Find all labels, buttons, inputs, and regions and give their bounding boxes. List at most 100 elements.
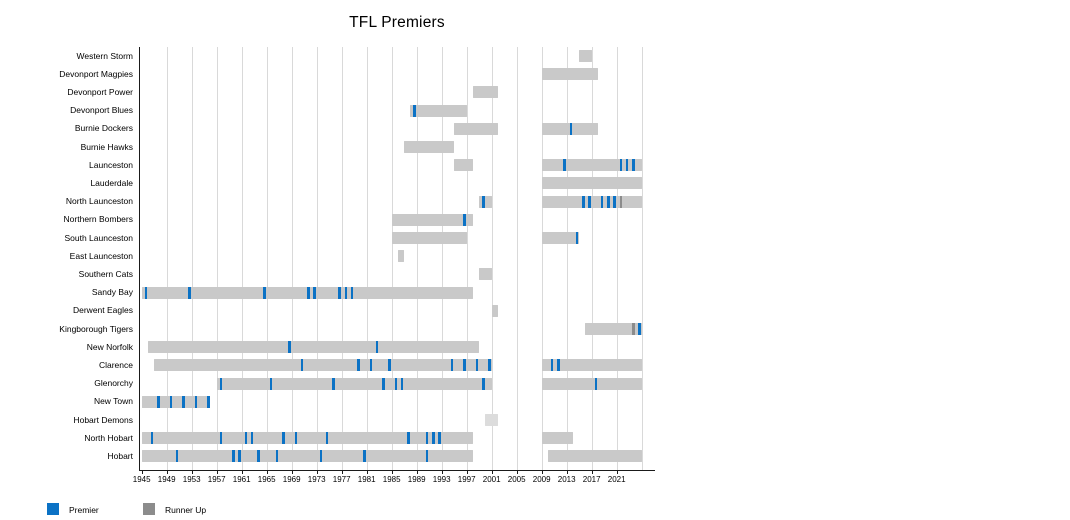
gridline bbox=[266, 47, 268, 470]
premier-mark bbox=[632, 159, 635, 172]
premier-mark bbox=[375, 341, 379, 354]
x-axis-label: 1953 bbox=[182, 475, 201, 484]
x-axis-tick bbox=[541, 470, 543, 474]
participation-bar bbox=[141, 432, 473, 445]
participation-bar bbox=[391, 213, 473, 226]
premier-mark bbox=[382, 377, 385, 390]
runner-up-mark bbox=[632, 323, 635, 335]
x-axis-label: 2009 bbox=[532, 475, 551, 484]
premier-mark bbox=[338, 286, 341, 299]
gridline bbox=[391, 47, 393, 470]
premier-mark bbox=[238, 450, 241, 463]
x-axis-label: 2017 bbox=[582, 475, 601, 484]
participation-bar bbox=[454, 122, 498, 135]
premier-mark bbox=[413, 104, 416, 117]
premier-mark bbox=[194, 395, 198, 408]
gridline bbox=[191, 47, 193, 470]
premier-mark bbox=[244, 432, 248, 445]
premier-mark bbox=[613, 195, 616, 208]
participation-bar bbox=[472, 86, 498, 99]
y-axis-label: Northern Bombers bbox=[63, 214, 133, 225]
y-axis-label: Derwent Eagles bbox=[72, 305, 133, 316]
premier-mark bbox=[357, 359, 360, 372]
x-axis-label: 1961 bbox=[232, 475, 251, 484]
y-axis-label: Sandy Bay bbox=[91, 287, 133, 298]
gridline bbox=[566, 47, 568, 470]
x-axis-label: 1957 bbox=[207, 475, 226, 484]
participation-bar bbox=[541, 159, 642, 172]
y-axis-label: Lauderdale bbox=[90, 177, 133, 188]
premier-mark bbox=[350, 286, 354, 299]
participation-bar bbox=[479, 195, 492, 208]
gridline bbox=[616, 47, 618, 470]
premier-mark bbox=[219, 377, 223, 390]
x-axis-label: 1969 bbox=[282, 475, 301, 484]
x-axis-tick bbox=[466, 470, 468, 474]
premier-mark bbox=[488, 359, 491, 372]
chart-title: TFL Premiers bbox=[349, 14, 445, 31]
gridline bbox=[416, 47, 418, 470]
x-axis-label: 2021 bbox=[607, 475, 626, 484]
y-axis-label: Burnie Dockers bbox=[74, 123, 133, 134]
gridline bbox=[241, 47, 243, 470]
x-axis-tick bbox=[366, 470, 368, 474]
x-axis-tick bbox=[291, 470, 293, 474]
participation-bar bbox=[541, 432, 573, 445]
x-axis-tick bbox=[391, 470, 393, 474]
x-axis-tick bbox=[216, 470, 218, 474]
legend-runner-up-swatch bbox=[143, 503, 155, 515]
premier-mark bbox=[450, 359, 454, 372]
participation-bar bbox=[541, 377, 642, 390]
x-axis-tick bbox=[616, 470, 618, 474]
participation-bar bbox=[541, 177, 642, 190]
premier-mark bbox=[438, 432, 441, 445]
y-axis-label: Hobart Demons bbox=[73, 414, 133, 425]
legend-premier-label: Premier bbox=[69, 505, 99, 515]
gridline bbox=[641, 47, 643, 470]
gridline bbox=[366, 47, 368, 470]
x-axis-tick bbox=[316, 470, 318, 474]
gridline bbox=[591, 47, 593, 470]
x-axis-label: 1985 bbox=[382, 475, 401, 484]
y-axis-label: Western Storm bbox=[76, 50, 133, 61]
y-axis-label: East Launceston bbox=[69, 250, 133, 261]
x-axis-tick bbox=[341, 470, 343, 474]
premier-mark bbox=[557, 359, 560, 372]
participation-bar bbox=[579, 50, 592, 62]
x-axis-tick bbox=[441, 470, 443, 474]
x-axis-tick bbox=[266, 470, 268, 474]
x-axis-tick bbox=[141, 470, 143, 474]
y-axis-label: Devonport Power bbox=[67, 86, 133, 97]
gridline bbox=[316, 47, 318, 470]
x-axis-tick bbox=[591, 470, 593, 474]
x-axis-label: 1949 bbox=[157, 475, 176, 484]
premier-mark bbox=[400, 377, 404, 390]
premier-mark bbox=[607, 195, 610, 208]
premier-mark bbox=[638, 323, 641, 335]
gridline bbox=[491, 47, 493, 470]
participation-bar bbox=[147, 341, 480, 354]
premier-mark bbox=[325, 432, 329, 445]
x-axis-tick bbox=[166, 470, 168, 474]
x-axis-label: 2005 bbox=[507, 475, 526, 484]
y-axis-label: Devonport Blues bbox=[70, 105, 133, 116]
y-axis-line bbox=[138, 47, 140, 471]
premier-mark bbox=[207, 395, 210, 408]
premier-mark bbox=[157, 395, 160, 408]
premier-mark bbox=[588, 195, 591, 208]
participation-bar bbox=[410, 104, 467, 117]
participation-bar bbox=[404, 141, 455, 153]
participation-bar bbox=[154, 359, 492, 372]
premier-mark bbox=[288, 341, 291, 354]
premier-mark bbox=[263, 286, 266, 299]
y-axis-label: South Launceston bbox=[64, 232, 133, 243]
participation-bar bbox=[479, 268, 492, 281]
premier-mark bbox=[482, 377, 485, 390]
participation-bar bbox=[397, 250, 405, 263]
premier-mark bbox=[188, 286, 191, 299]
premier-mark bbox=[294, 432, 298, 445]
premier-mark bbox=[332, 377, 335, 390]
participation-bar bbox=[547, 450, 642, 463]
runner-up-mark bbox=[619, 195, 623, 208]
gridline bbox=[291, 47, 293, 470]
